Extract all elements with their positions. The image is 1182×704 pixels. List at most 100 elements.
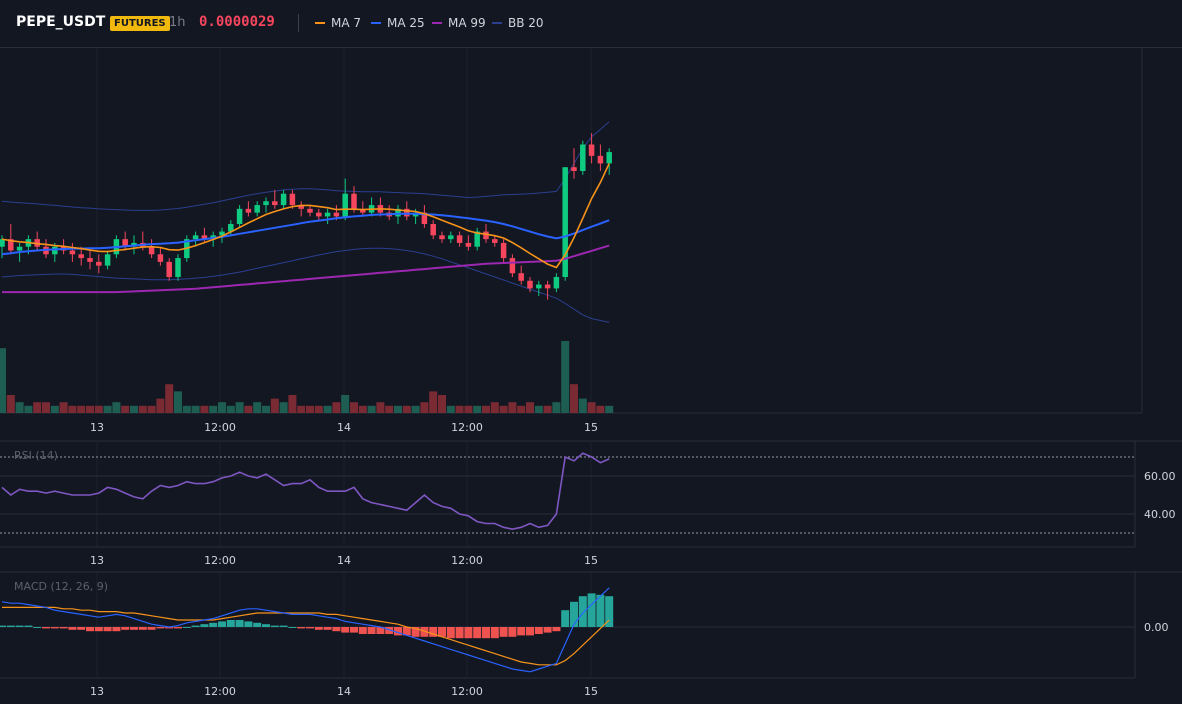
macd-tick-0: 0.00 <box>1144 621 1169 634</box>
moving-averages <box>1 163 610 294</box>
candle-body-33 <box>289 193 296 206</box>
macd-hist-bar-9 <box>77 627 86 630</box>
volume-bar-69 <box>605 405 614 413</box>
x-label-macd-1200-a: 12:00 <box>204 685 236 698</box>
macd-hist-bar-42 <box>367 627 376 634</box>
candle-body-30 <box>263 201 269 206</box>
volume-bar-59 <box>517 405 526 413</box>
volume-bar-12 <box>103 405 112 413</box>
bb-lower-line <box>1 247 610 323</box>
macd-hist-bar-16 <box>138 627 147 630</box>
macd-hist-bar-0 <box>0 625 6 627</box>
macd-hist-bar-44 <box>385 627 394 634</box>
x-label-main-14: 14 <box>337 421 351 434</box>
candle-body-25 <box>219 231 225 236</box>
x-label-macd-14: 14 <box>337 685 351 698</box>
x-label-main-15: 15 <box>584 421 598 434</box>
volume-bar-10 <box>86 405 94 413</box>
candle-body-66 <box>580 144 586 171</box>
x-label-main-13: 13 <box>90 421 104 434</box>
volume-bar-13 <box>112 402 121 413</box>
candle-body-29 <box>254 205 260 213</box>
macd-hist-bar-27 <box>235 620 244 627</box>
candle-body-45 <box>395 208 401 217</box>
macd-hist-bar-8 <box>68 627 77 630</box>
volume-bar-24 <box>209 405 218 413</box>
volume-bar-42 <box>367 405 376 413</box>
macd-hist-bar-38 <box>332 627 341 632</box>
volume-bar-21 <box>182 405 191 413</box>
rsi-indicator: RSI (14) 60.00 40.00 <box>0 449 1176 534</box>
candle-body-11 <box>96 261 102 266</box>
legend-bb20[interactable]: BB 20 <box>492 16 544 30</box>
volume-bar-55 <box>482 405 490 413</box>
volume-bar-18 <box>156 398 165 413</box>
symbol-name[interactable]: PEPE_USDT <box>16 14 106 30</box>
legend-ma99-label: MA 99 <box>448 16 486 30</box>
macd-hist-bar-31 <box>270 625 279 627</box>
volume-bar-28 <box>244 405 253 413</box>
volume-bar-23 <box>200 405 209 413</box>
macd-hist-bar-64 <box>561 610 570 627</box>
volume-bar-33 <box>288 395 297 413</box>
volume-bar-41 <box>358 405 367 413</box>
interval-selector[interactable]: 1h <box>169 15 186 30</box>
volume-bar-54 <box>473 405 482 413</box>
macd-hist-bar-39 <box>341 627 350 633</box>
macd-hist-bar-47 <box>411 627 420 637</box>
chart-header: PEPE_USDT FUTURES 1h 0.0000029 MA 7 MA 2… <box>0 0 1182 48</box>
macd-hist-bar-29 <box>253 622 262 627</box>
macd-hist-bar-6 <box>50 627 59 629</box>
x-label-rsi-14: 14 <box>337 554 351 567</box>
candle-body-41 <box>360 208 366 213</box>
candle-body-23 <box>201 235 208 240</box>
macd-hist-bar-23 <box>200 624 209 627</box>
legend-ma25[interactable]: MA 25 <box>371 16 425 30</box>
volume-bar-26 <box>226 405 235 413</box>
volume-bar-19 <box>165 384 174 413</box>
macd-hist-bar-56 <box>490 627 499 639</box>
candle-body-32 <box>280 193 287 206</box>
volume-bar-65 <box>570 384 578 413</box>
volume-bar-17 <box>147 405 156 413</box>
candle-body-8 <box>69 250 76 255</box>
candle-body-14 <box>122 239 128 247</box>
volume-bar-6 <box>50 405 59 413</box>
macd-hist-bar-3 <box>24 625 33 627</box>
macd-hist-bar-59 <box>517 627 526 636</box>
candle-body-1 <box>8 239 14 251</box>
macd-hist-bar-15 <box>130 627 138 630</box>
volume-bar-61 <box>534 405 543 413</box>
volume-bar-44 <box>385 405 394 413</box>
volume-bar-5 <box>42 402 50 413</box>
rsi-tick-60: 60.00 <box>1144 470 1176 483</box>
macd-hist-bar-25 <box>218 621 226 627</box>
ma7-swatch <box>315 22 325 24</box>
volume-bar-67 <box>587 402 596 413</box>
legend-ma99[interactable]: MA 99 <box>432 16 486 30</box>
candle-body-53 <box>465 242 472 247</box>
legend-ma7[interactable]: MA 7 <box>315 16 361 30</box>
volume-bar-14 <box>121 405 130 413</box>
macd-hist-bar-58 <box>508 627 517 637</box>
volume-bar-37 <box>323 405 332 413</box>
candle-body-12 <box>104 254 111 266</box>
macd-hist-bar-50 <box>438 627 446 637</box>
macd-hist-bar-7 <box>59 627 68 629</box>
x-label-macd-1200-b: 12:00 <box>451 685 483 698</box>
macd-signal-line <box>2 606 610 666</box>
macd-hist-bar-37 <box>323 627 332 630</box>
volume-bar-22 <box>191 405 200 413</box>
volume-bar-2 <box>15 402 24 413</box>
candle-body-49 <box>430 224 436 236</box>
ma7-line <box>1 163 610 269</box>
volume-bar-66 <box>578 398 587 413</box>
volume-bar-34 <box>297 405 306 413</box>
candle-body-38 <box>333 212 340 217</box>
volume-bar-40 <box>350 402 358 413</box>
volume-bar-38 <box>332 402 341 413</box>
candle-body-20 <box>175 258 181 277</box>
volume-bar-27 <box>235 402 244 413</box>
volume-bar-47 <box>411 405 420 413</box>
